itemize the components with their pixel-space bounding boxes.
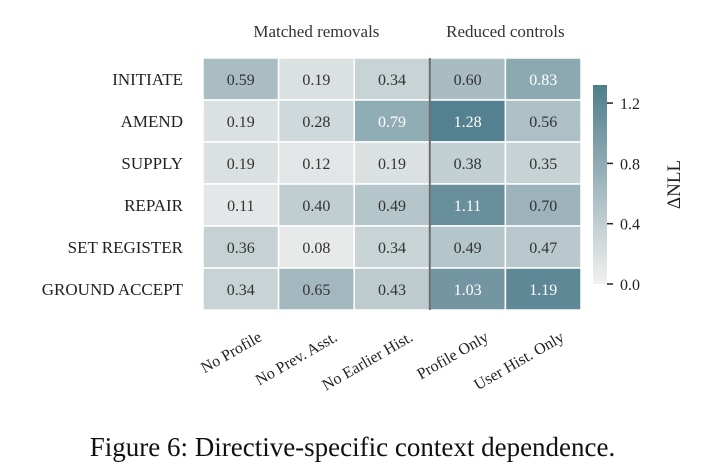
cell-value-label: 0.56 [529,114,557,131]
figure-caption: Figure 6: Directive-specific context dep… [89,432,616,462]
cell-value-label: 0.49 [378,198,406,215]
row-label: INITIATE [112,70,183,89]
cell-value-label: 0.36 [227,240,255,257]
cell-value-label: 0.34 [378,240,406,257]
cell-value-label: 0.34 [378,72,406,89]
heatmap-cell [202,183,280,227]
cell-value-label: 0.11 [227,198,254,215]
colorbar-tick-label: 0.0 [620,277,640,294]
heatmap-cell [353,183,431,227]
cell-value-label: 0.19 [227,156,255,173]
heatmap-cell [353,267,431,311]
colorbar-label: ΔNLL [664,160,685,209]
cell-value-label: 0.35 [529,156,557,173]
cell-value-label: 0.43 [378,282,406,299]
cell-value-label: 1.19 [529,282,557,299]
heatmap-cell [277,225,355,269]
row-label: GROUND ACCEPT [42,280,184,299]
heatmap-chart: Matched removals Reduced controls INITIAT… [42,22,685,395]
colorbar-tick-label: 0.4 [620,217,640,234]
heatmap-cell [429,141,507,185]
cell-value-label: 0.70 [529,198,557,215]
cell-value-label: 0.40 [302,198,330,215]
colorbar-tick-label: 0.8 [620,156,640,173]
cell-value-label: 0.19 [378,156,406,173]
cell-value-label: 0.38 [454,156,482,173]
cell-value-label: 0.59 [227,72,255,89]
heatmap-cell [504,183,582,227]
heatmap-cell [353,225,431,269]
cell-value-label: 0.19 [302,72,330,89]
cell-value-label: 0.65 [302,282,330,299]
heatmap-cell [504,267,582,311]
cell-value-label: 0.19 [227,114,255,131]
group-label: Reduced controls [446,22,565,41]
cell-value-label: 0.12 [302,156,330,173]
group-label: Matched removals [253,22,379,41]
heatmap-cell [429,267,507,311]
cell-value-label: 0.49 [454,240,482,257]
row-label: AMEND [121,112,183,131]
cell-value-label: 0.79 [378,114,406,131]
cell-value-label: 0.34 [227,282,255,299]
row-label: SUPPLY [121,154,183,173]
heatmap-cell [353,99,431,143]
cell-value-label: 1.03 [454,282,482,299]
colorbar: 0.0 0.4 0.8 1.2 ΔNLL [593,85,685,294]
heatmap-cell [277,267,355,311]
heatmap-cell [504,99,582,143]
heatmap-cell [202,99,280,143]
heatmap-cell [202,57,280,101]
cell-value-label: 0.60 [454,72,482,89]
heatmap-cell [202,225,280,269]
row-labels: INITIATE AMEND SUPPLY REPAIR SET REGISTER GRO… [42,70,184,299]
heatmap-cell [277,141,355,185]
cell-value-label: 0.08 [302,240,330,257]
heatmap-cell [429,183,507,227]
heatmap-cells: 0.59 0.19 0.34 0.60 0.83 0.19 0.28 0.79 1.28 0.56… [202,57,582,311]
colorbar-tick-label: 1.2 [620,96,640,113]
row-label: SET REGISTER [68,238,184,257]
cell-value-label: 0.47 [529,240,557,257]
row-label: REPAIR [124,196,184,215]
heatmap-cell [277,57,355,101]
cell-value-label: 0.28 [302,114,330,131]
heatmap-cell [277,183,355,227]
cell-value-label: 1.11 [454,198,481,215]
column-label: No Profile [198,329,265,377]
group-labels: Matched removals Reduced controls [253,22,564,41]
cell-value-label: 1.28 [454,114,482,131]
colorbar-bar [593,85,607,284]
cell-value-label: 0.83 [529,72,557,89]
